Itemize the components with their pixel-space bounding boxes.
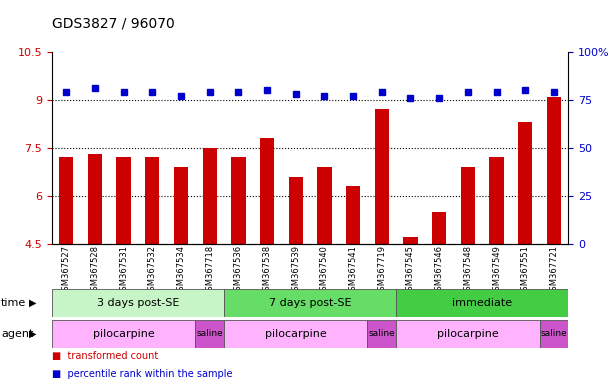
Bar <box>59 157 73 244</box>
Bar <box>518 122 532 244</box>
Bar <box>260 138 274 244</box>
Text: ■  percentile rank within the sample: ■ percentile rank within the sample <box>52 369 232 379</box>
Text: time: time <box>1 298 26 308</box>
Bar <box>461 167 475 244</box>
Text: pilocarpine: pilocarpine <box>437 329 499 339</box>
Bar <box>52 289 224 317</box>
Text: agent: agent <box>1 329 34 339</box>
Bar <box>174 167 188 244</box>
Bar <box>540 320 568 348</box>
Bar <box>317 167 332 244</box>
Text: ▶: ▶ <box>29 329 37 339</box>
Bar <box>202 148 217 244</box>
Bar <box>288 177 303 244</box>
Bar <box>396 289 568 317</box>
Bar <box>346 186 360 244</box>
Bar <box>52 320 196 348</box>
Bar <box>547 97 561 244</box>
Bar <box>117 157 131 244</box>
Bar <box>231 157 246 244</box>
Text: 3 days post-SE: 3 days post-SE <box>97 298 179 308</box>
Bar <box>489 157 503 244</box>
Text: 7 days post-SE: 7 days post-SE <box>269 298 351 308</box>
Text: pilocarpine: pilocarpine <box>265 329 327 339</box>
Bar <box>224 289 396 317</box>
Text: saline: saline <box>196 329 223 338</box>
Text: ■  transformed count: ■ transformed count <box>52 351 158 361</box>
Text: saline: saline <box>541 329 567 338</box>
Text: GDS3827 / 96070: GDS3827 / 96070 <box>52 17 175 31</box>
Text: ▶: ▶ <box>29 298 37 308</box>
Bar <box>432 212 446 244</box>
Text: saline: saline <box>368 329 395 338</box>
Bar <box>88 154 102 244</box>
Bar <box>196 320 224 348</box>
Text: immediate: immediate <box>452 298 512 308</box>
Text: pilocarpine: pilocarpine <box>93 329 155 339</box>
Bar <box>224 320 367 348</box>
Bar <box>403 237 418 244</box>
Bar <box>375 109 389 244</box>
Bar <box>367 320 396 348</box>
Bar <box>145 157 159 244</box>
Bar <box>396 320 540 348</box>
